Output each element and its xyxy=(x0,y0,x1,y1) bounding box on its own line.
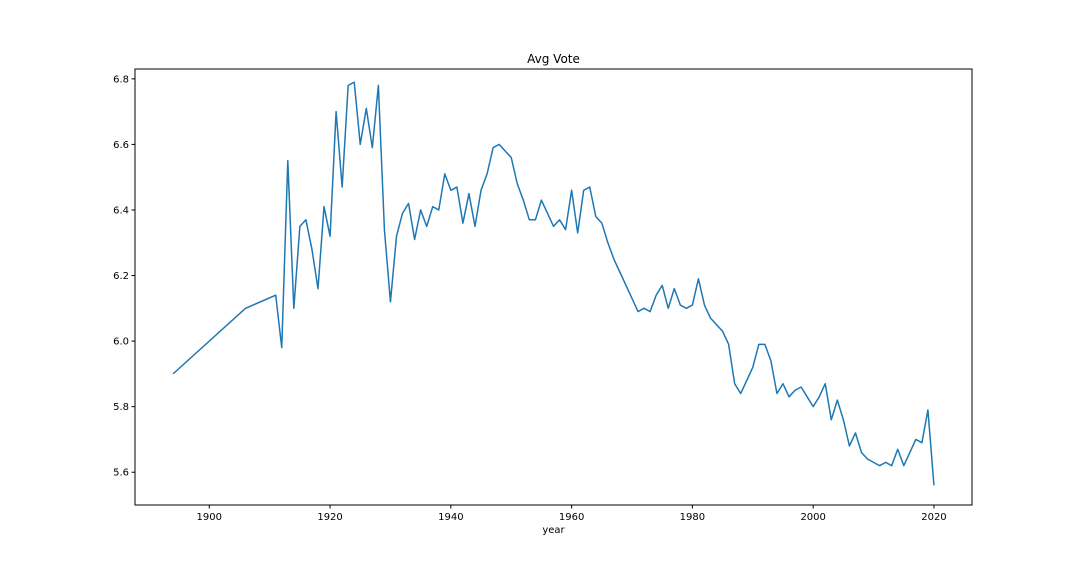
y-tick-label: 6.2 xyxy=(113,271,129,282)
x-tick-label: 1900 xyxy=(197,512,222,523)
chart-title: Avg Vote xyxy=(527,52,580,66)
y-tick-label: 6.4 xyxy=(113,205,129,216)
series-line xyxy=(172,81,935,486)
y-tick-label: 5.8 xyxy=(113,402,129,413)
x-tick-label: 1960 xyxy=(559,512,584,523)
plot-area: 1900 1920 1940 1960 1980 2000 2020 5.6 5.8 6.0 6.2… xyxy=(113,74,947,523)
y-tick-label: 5.6 xyxy=(113,468,129,479)
y-tick-label: 6.0 xyxy=(113,337,129,348)
x-tick-label: 1920 xyxy=(317,512,342,523)
plot-frame xyxy=(134,68,973,506)
x-tick-label: 1980 xyxy=(680,512,705,523)
y-tick-label: 6.6 xyxy=(113,140,129,151)
x-tick-label: 2020 xyxy=(921,512,946,523)
y-tick-label: 6.8 xyxy=(113,74,129,85)
x-tick-label: 1940 xyxy=(438,512,463,523)
x-tick-label: 2000 xyxy=(800,512,825,523)
x-axis-label: year xyxy=(542,525,565,536)
